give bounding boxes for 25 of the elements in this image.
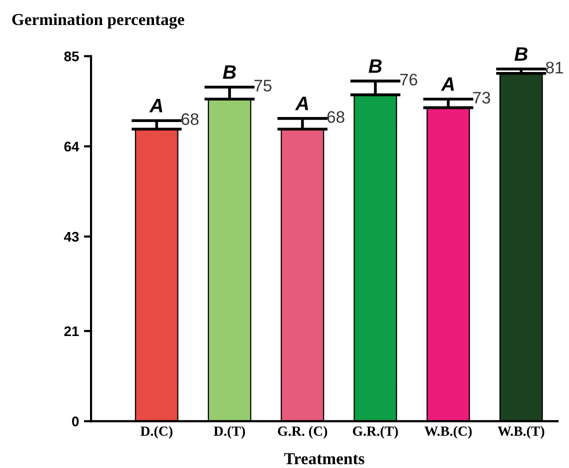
annotation: A — [440, 77, 454, 91]
y-tick-label: 0 — [72, 416, 79, 426]
annotation: A — [149, 98, 162, 112]
data-label: 73 — [473, 92, 490, 104]
y-tick-label: 43 — [64, 232, 79, 242]
data-label: 68 — [327, 111, 344, 123]
data-label: 68 — [182, 113, 199, 126]
x-tick-label: D.(C) — [140, 426, 172, 439]
data-label: 75 — [254, 80, 272, 92]
x-tick-label: G.R. (C) — [278, 426, 328, 439]
chart-title: Germination percentage — [12, 13, 184, 29]
x-tick-label: D.(T) — [214, 426, 245, 439]
data-label: 76 — [400, 74, 418, 86]
annotation: B — [222, 65, 236, 79]
annotation: B — [368, 59, 382, 73]
annotation: A — [295, 96, 308, 110]
y-tick-label: 21 — [64, 326, 79, 336]
y-tick-label: 85 — [64, 51, 79, 62]
x-tick-label: W.B.(T) — [498, 426, 544, 439]
x-axis-title: Treatments — [284, 453, 364, 464]
y-tick-label: 64 — [64, 142, 80, 152]
data-label: 81 — [546, 62, 563, 74]
x-tick-label: W.B.(C) — [424, 426, 472, 439]
x-tick-label: G.R.(T) — [352, 426, 398, 439]
annotation: B — [514, 47, 528, 61]
